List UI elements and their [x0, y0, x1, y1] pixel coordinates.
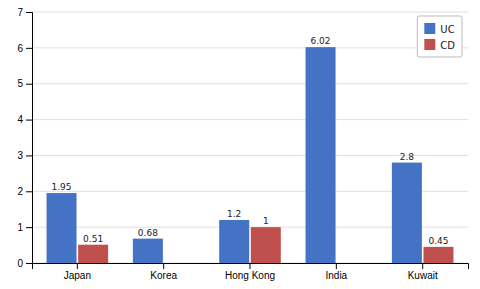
bar	[133, 239, 163, 263]
x-tick-mark	[250, 263, 251, 269]
y-tick-mark	[26, 120, 32, 121]
y-tick-mark	[26, 227, 32, 228]
data-label: 0.51	[83, 234, 103, 244]
bar	[219, 220, 249, 263]
data-label: 2.8	[400, 152, 415, 162]
x-tick-label: Kuwait	[408, 270, 438, 281]
bar	[251, 227, 281, 263]
legend-label: UC	[440, 24, 454, 35]
x-tick-mark	[77, 263, 78, 269]
x-tick: Hong Kong	[225, 263, 275, 281]
y-tick: 0	[17, 258, 32, 269]
legend-box	[417, 16, 462, 57]
bar	[392, 163, 422, 263]
data-label: 0.68	[138, 228, 158, 238]
grid-line	[32, 12, 468, 13]
bar	[423, 247, 453, 263]
y-tick-mark	[26, 48, 32, 49]
y-axis: 0 1 2 3 4 5 6 7	[17, 7, 32, 269]
data-label: 6.02	[311, 36, 331, 46]
data-label: 1	[263, 216, 269, 226]
data-label: 1.2	[227, 209, 241, 219]
data-labels: 1.95 0.68 1.2 6.02 2.8 0.51 1 0.45	[52, 36, 449, 246]
legend-swatch	[424, 23, 435, 34]
bar	[306, 47, 336, 263]
grid-line	[32, 83, 468, 84]
data-label: 0.45	[428, 236, 448, 246]
x-tick-label: Hong Kong	[225, 270, 275, 281]
legend: UC CD	[417, 16, 462, 57]
grid-line	[32, 47, 468, 48]
y-tick-label: 7	[17, 7, 23, 18]
legend-label: CD	[440, 40, 455, 51]
y-axis-line	[26, 13, 33, 264]
x-tick-label: India	[325, 270, 347, 281]
plot-area: 1.95 0.68 1.2 6.02 2.8 0.51 1 0.45 0 1 2 3 4 5 6 7 Japan…	[17, 7, 468, 281]
y-tick-mark	[26, 263, 32, 264]
y-tick: 3	[17, 150, 32, 161]
data-label: 1.95	[52, 182, 72, 192]
x-tick: Japan	[64, 263, 91, 281]
x-axis-line	[33, 264, 469, 270]
y-tick-label: 2	[17, 186, 23, 197]
bars	[47, 47, 454, 263]
y-tick-label: 6	[17, 43, 23, 54]
chart: 1.95 0.68 1.2 6.02 2.8 0.51 1 0.45 0 1 2 3 4 5 6 7 Japan…	[0, 0, 480, 289]
y-tick-label: 0	[17, 258, 23, 269]
y-tick-mark	[26, 155, 32, 156]
y-tick: 5	[17, 78, 32, 89]
y-tick-mark	[26, 84, 32, 85]
x-axis: Japan Korea Hong Kong India Kuwait	[33, 263, 469, 281]
x-tick-label: Korea	[150, 270, 177, 281]
y-tick-label: 1	[17, 222, 23, 233]
grid-line	[32, 119, 468, 120]
y-tick: 2	[17, 186, 32, 197]
y-tick: 6	[17, 43, 32, 54]
x-tick-label: Japan	[64, 270, 91, 281]
x-tick-mark	[422, 263, 423, 269]
y-tick: 1	[17, 222, 32, 233]
bar	[47, 193, 77, 263]
x-tick: Kuwait	[408, 263, 438, 281]
x-tick: India	[325, 263, 347, 281]
grid	[32, 12, 468, 263]
y-tick-label: 3	[17, 150, 23, 161]
y-tick-label: 4	[17, 114, 23, 125]
y-tick-mark	[26, 12, 32, 13]
x-tick: Korea	[150, 263, 177, 281]
legend-swatch	[424, 39, 435, 50]
y-tick: 4	[17, 114, 32, 125]
y-tick-label: 5	[17, 78, 23, 89]
x-tick-mark	[163, 263, 164, 269]
y-tick: 7	[17, 7, 32, 18]
bar	[78, 245, 108, 263]
x-tick-mark	[336, 263, 337, 269]
y-tick-mark	[26, 191, 32, 192]
